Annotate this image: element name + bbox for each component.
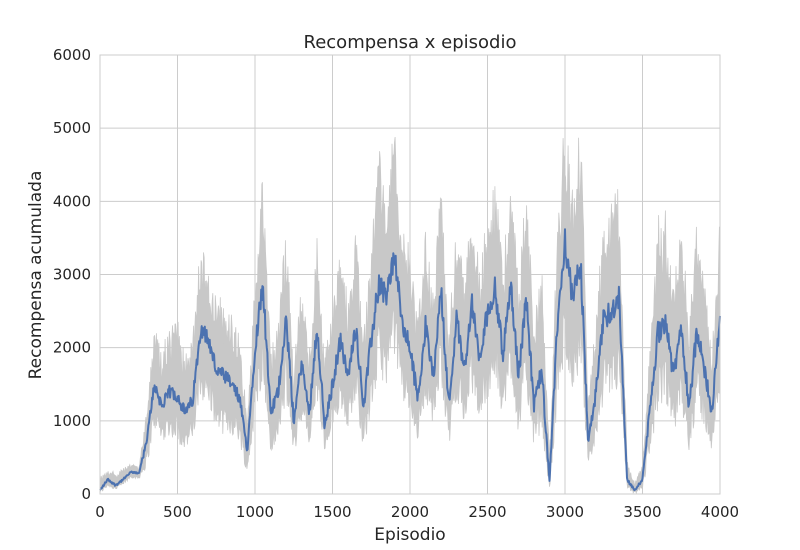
mean-reward-line <box>99 228 721 492</box>
y-tick-label: 2000 <box>53 339 91 357</box>
x-tick-label: 3000 <box>546 503 584 521</box>
x-tick-label: 2000 <box>391 503 429 521</box>
x-tick-label: 1500 <box>313 503 351 521</box>
x-tick-label: 0 <box>95 503 105 521</box>
x-tick-labels: 0 500 1000 1500 2000 2500 3000 3500 4000 <box>95 503 739 521</box>
y-tick-label: 1000 <box>53 412 91 430</box>
x-tick-label: 2500 <box>468 503 506 521</box>
y-tick-label: 0 <box>81 485 91 503</box>
x-axis-title: Episodio <box>374 525 445 545</box>
y-tick-label: 5000 <box>53 119 91 137</box>
x-tick-label: 3500 <box>623 503 661 521</box>
x-tick-label: 1000 <box>236 503 274 521</box>
x-tick-label: 4000 <box>701 503 739 521</box>
y-tick-label: 6000 <box>53 46 91 64</box>
plot-frame <box>99 54 721 495</box>
y-tick-label: 4000 <box>53 192 91 210</box>
y-axis-title: Recompensa acumulada <box>26 171 46 380</box>
x-tick-label: 500 <box>163 503 192 521</box>
mean-line-group <box>99 228 721 492</box>
chart-title: Recompensa x episodio <box>304 32 517 53</box>
y-tick-label: 3000 <box>53 266 91 284</box>
y-tick-labels: 0 1000 2000 3000 4000 5000 6000 <box>53 46 91 503</box>
